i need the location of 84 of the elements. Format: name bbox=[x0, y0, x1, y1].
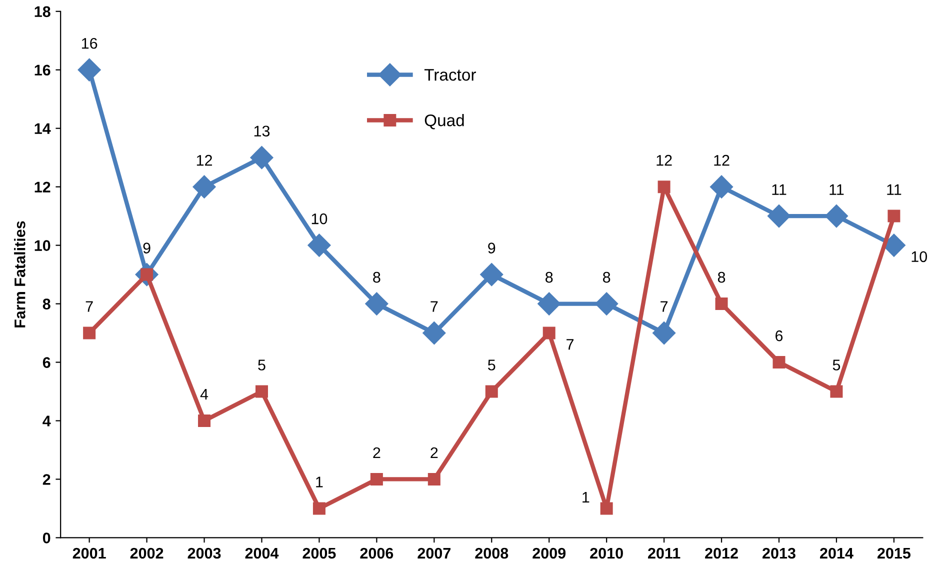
data-label: 2 bbox=[373, 447, 380, 458]
x-tick-label: 2007 bbox=[418, 548, 450, 559]
data-label: 12 bbox=[196, 154, 212, 166]
data-label: 5 bbox=[488, 360, 496, 370]
y-tick-label: 10 bbox=[34, 240, 50, 251]
y-axis-title: Farm Fatalities bbox=[14, 221, 26, 328]
data-label: 8 bbox=[373, 272, 380, 283]
data-label: 7 bbox=[86, 301, 93, 312]
x-tick-label: 2013 bbox=[762, 548, 796, 559]
x-tick-label: 2002 bbox=[130, 548, 164, 559]
data-label: 5 bbox=[258, 360, 266, 370]
x-tick-label: 2012 bbox=[705, 548, 738, 559]
point bbox=[308, 234, 331, 257]
y-tick-label: 16 bbox=[34, 64, 50, 76]
x-tick-label: 2004 bbox=[245, 548, 279, 559]
data-label: 7 bbox=[430, 301, 438, 312]
data-label: 13 bbox=[254, 126, 270, 137]
point bbox=[312, 502, 326, 515]
point bbox=[428, 472, 440, 486]
point bbox=[542, 326, 556, 340]
point bbox=[255, 385, 268, 398]
y-tick-label: 8 bbox=[42, 298, 50, 310]
point bbox=[485, 385, 498, 398]
point bbox=[768, 204, 790, 228]
data-label: 11 bbox=[887, 184, 902, 195]
point bbox=[250, 146, 274, 170]
point bbox=[422, 322, 446, 345]
x-tick-label: 2006 bbox=[360, 548, 394, 559]
y-tick-label: 4 bbox=[42, 416, 51, 426]
data-label: 10 bbox=[912, 251, 928, 262]
point bbox=[710, 175, 734, 198]
y-tick-label: 2 bbox=[42, 474, 50, 485]
data-label: 8 bbox=[602, 272, 610, 283]
x-tick-label: 2010 bbox=[590, 548, 623, 559]
data-label: 5 bbox=[832, 360, 840, 370]
point bbox=[600, 502, 613, 515]
data-label: 12 bbox=[714, 154, 730, 166]
x-tick-label: 2009 bbox=[532, 548, 566, 559]
point bbox=[365, 292, 388, 316]
y-tick-label: 0 bbox=[42, 532, 50, 544]
data-label: 7 bbox=[566, 339, 574, 350]
data-label: 9 bbox=[143, 242, 150, 254]
y-tick-label: 18 bbox=[34, 6, 50, 18]
point bbox=[772, 356, 786, 369]
x-tick-label: 2015 bbox=[877, 548, 911, 559]
point bbox=[198, 414, 211, 427]
data-label: 11 bbox=[772, 184, 786, 195]
x-tick-label: 2003 bbox=[188, 548, 221, 559]
x-tick-label: 2001 bbox=[72, 548, 106, 559]
point bbox=[480, 263, 504, 286]
data-label: 1 bbox=[316, 476, 323, 488]
legend-label: Quad bbox=[424, 114, 464, 130]
x-tick-label: 2011 bbox=[648, 548, 680, 559]
legend-label: Tractor bbox=[424, 69, 476, 81]
y-tick-label: 6 bbox=[42, 357, 50, 368]
data-label: 9 bbox=[488, 242, 496, 254]
point bbox=[538, 292, 561, 316]
x-tick-label: 2014 bbox=[820, 548, 854, 559]
x-tick-label: 2005 bbox=[302, 548, 336, 559]
data-label: 10 bbox=[312, 213, 328, 224]
point bbox=[824, 204, 848, 228]
point bbox=[83, 326, 96, 340]
point bbox=[652, 322, 676, 345]
point bbox=[192, 175, 216, 198]
point bbox=[830, 385, 843, 398]
point bbox=[370, 472, 383, 486]
data-label: 7 bbox=[660, 301, 668, 312]
data-label: 2 bbox=[430, 447, 438, 458]
point bbox=[595, 292, 618, 316]
data-label: 6 bbox=[776, 330, 783, 342]
point bbox=[715, 298, 728, 310]
data-label: 12 bbox=[656, 154, 672, 166]
data-label: 8 bbox=[718, 272, 726, 283]
data-label: 11 bbox=[830, 184, 844, 195]
y-tick-label: 12 bbox=[34, 182, 50, 192]
point bbox=[658, 180, 670, 194]
y-tick-label: 14 bbox=[34, 123, 51, 134]
data-label: 1 bbox=[582, 492, 590, 503]
data-label: 16 bbox=[82, 38, 98, 49]
data-label: 4 bbox=[200, 389, 208, 400]
point bbox=[78, 58, 101, 82]
data-label: 8 bbox=[546, 272, 553, 283]
x-tick-label: 2008 bbox=[475, 548, 508, 559]
point bbox=[888, 210, 900, 222]
